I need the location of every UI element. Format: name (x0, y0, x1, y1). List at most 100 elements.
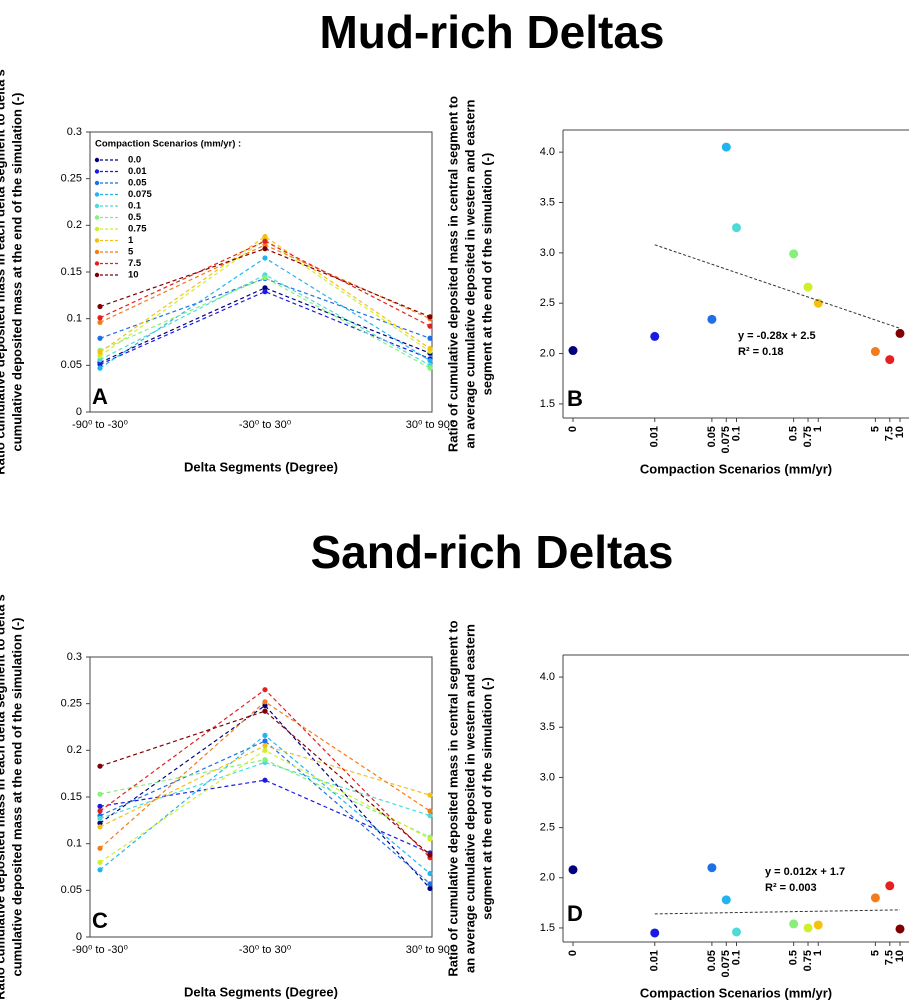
data-point (895, 924, 905, 934)
y-tick-label: 0.2 (67, 744, 82, 756)
x-tick-label: 0.5 (788, 426, 800, 441)
trend-r2: R² = 0.18 (738, 346, 784, 358)
y-tick-label: 2.0 (540, 347, 555, 359)
data-point (262, 233, 268, 240)
y-tick-label: 3.0 (540, 771, 555, 783)
x-tick-label: 0.01 (649, 950, 661, 971)
data-point (97, 859, 103, 865)
y-axis-title: segment at the end of the simulation (-) (479, 153, 494, 396)
data-point (427, 335, 433, 341)
series-line (99, 749, 431, 863)
data-point (97, 319, 103, 325)
legend-title: Compaction Scenarios (mm/yr) : (95, 139, 241, 150)
y-tick-label: 3.5 (540, 196, 555, 208)
x-tick-label: 10 (894, 426, 906, 438)
y-tick-label: 0.15 (61, 266, 82, 278)
x-tick-label: 0.05 (706, 950, 718, 971)
data-point (262, 687, 268, 693)
legend-label: 0.0 (128, 155, 141, 166)
data-point (870, 893, 880, 903)
data-point (97, 303, 103, 310)
series-line (99, 761, 431, 820)
data-point (262, 246, 268, 252)
y-tick-label: 2.5 (540, 297, 555, 309)
legend-swatch (94, 215, 100, 220)
y-tick-label: 0.2 (67, 219, 82, 231)
y-tick-label: 2.5 (540, 822, 555, 834)
data-point (97, 803, 103, 809)
data-point (427, 323, 433, 329)
data-point (97, 365, 103, 371)
y-axis-title: cumulative deposited mass at the end of … (9, 618, 24, 977)
x-tick-label: 0.1 (730, 950, 742, 965)
legend-label: 7.5 (128, 258, 142, 269)
data-point (427, 365, 433, 371)
x-tick-label: 1 (812, 950, 824, 956)
data-point (427, 885, 433, 892)
data-point (789, 919, 799, 929)
legend-label: 0.05 (128, 178, 147, 189)
data-point (427, 792, 433, 798)
data-point (262, 738, 268, 744)
panel-letter: C (92, 908, 108, 933)
x-tick-label: 0.75 (802, 426, 814, 447)
data-point (732, 223, 741, 233)
data-point (97, 763, 103, 769)
x-tick-label: 0 (567, 950, 579, 956)
x-tick-label: 30⁰ to 90⁰ (406, 419, 455, 431)
data-point (262, 238, 268, 244)
data-point (568, 346, 578, 356)
x-tick-label: 30⁰ to 90⁰ (406, 944, 455, 956)
legend-swatch (94, 249, 100, 255)
y-tick-label: 0.05 (61, 359, 82, 371)
data-point (789, 249, 799, 259)
data-point (803, 923, 813, 933)
x-tick-label: -90⁰ to -30⁰ (72, 944, 128, 956)
y-tick-label: 1.5 (540, 922, 555, 934)
y-axis-title: Ratio of cumulative deposited mass in ce… (445, 96, 460, 452)
y-axis-title: an average cumulative deposited in weste… (462, 99, 477, 448)
data-point (97, 815, 103, 822)
x-tick-label: 0.1 (730, 426, 742, 441)
legend-swatch (94, 157, 100, 163)
series-line (99, 240, 431, 327)
data-point (262, 702, 268, 709)
data-point (97, 791, 103, 797)
data-point (97, 824, 103, 830)
legend-label: 10 (128, 270, 139, 281)
legend-swatch (94, 261, 100, 266)
data-point (97, 353, 103, 359)
legend-label: 5 (128, 247, 134, 258)
y-tick-label: 0.15 (61, 791, 82, 803)
data-point (427, 813, 433, 819)
series-line (99, 688, 431, 859)
x-tick-label: 0.01 (649, 426, 661, 447)
legend-swatch (94, 272, 100, 278)
y-tick-label: 3.5 (540, 721, 555, 733)
data-point (97, 820, 103, 826)
series-line (99, 704, 431, 889)
data-point (803, 282, 813, 292)
legend-swatch (94, 226, 100, 232)
legend-swatch (94, 203, 100, 209)
x-tick-label: 0.075 (720, 426, 732, 454)
data-point (97, 808, 103, 814)
series-line (99, 710, 431, 856)
x-tick-label: 0.75 (802, 950, 814, 971)
legend-swatch (94, 238, 100, 243)
y-axis-title: segment at the end of the simulation (-) (479, 677, 494, 920)
data-point (427, 836, 433, 842)
y-tick-label: 0.25 (61, 173, 82, 185)
x-tick-label: 0.05 (706, 426, 718, 447)
data-point (262, 699, 268, 705)
y-axis-title: cumulative deposited mass at the end of … (9, 93, 24, 452)
data-point (427, 314, 433, 320)
data-point (650, 928, 660, 938)
trend-equation: y = 0.012x + 1.7 (765, 866, 845, 878)
x-tick-label: 5 (869, 950, 881, 956)
legend-swatch (94, 180, 100, 186)
legend-swatch (94, 169, 100, 174)
data-point (885, 355, 895, 365)
data-point (427, 870, 433, 877)
legend-label: 0.01 (128, 166, 147, 177)
